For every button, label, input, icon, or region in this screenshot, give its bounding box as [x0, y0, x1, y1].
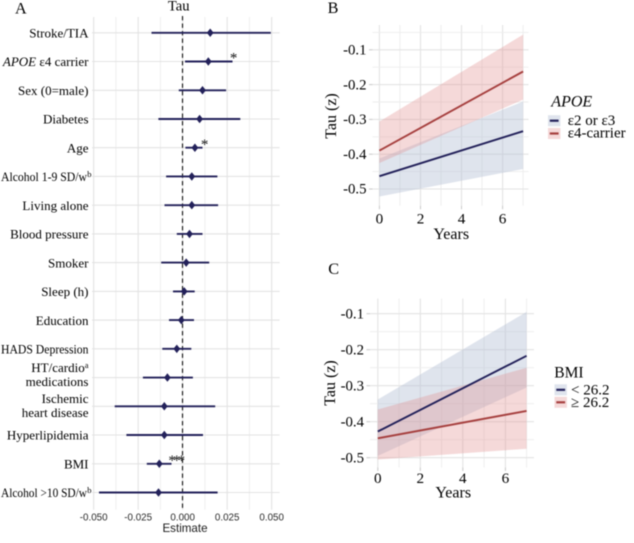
- svg-text:C: C: [328, 260, 339, 278]
- svg-text:Blood pressure: Blood pressure: [10, 227, 89, 242]
- svg-text:6: 6: [502, 470, 510, 487]
- svg-text:2: 2: [417, 470, 425, 487]
- svg-text:*: *: [201, 137, 209, 153]
- svg-text:Alcohol >10 SD/w: Alcohol >10 SD/w: [1, 485, 88, 500]
- svg-text:Ischemic: Ischemic: [42, 391, 89, 406]
- svg-text:***: ***: [168, 453, 184, 469]
- svg-text:APOE ε4 carrier: APOE ε4 carrier: [2, 54, 89, 69]
- svg-text:-0.1: -0.1: [341, 306, 364, 322]
- svg-text:-0.4: -0.4: [341, 414, 365, 430]
- svg-text:-0.4: -0.4: [343, 147, 367, 163]
- svg-text:Tau (z): Tau (z): [323, 93, 340, 139]
- svg-text:-0.050: -0.050: [80, 512, 108, 523]
- svg-text:B: B: [328, 0, 339, 17]
- svg-text:-0.3: -0.3: [343, 112, 366, 128]
- svg-text:6: 6: [499, 211, 507, 228]
- svg-text:-0.2: -0.2: [341, 342, 364, 358]
- svg-text:BMI: BMI: [64, 456, 89, 471]
- svg-text:Tau: Tau: [168, 0, 190, 14]
- svg-text:Hyperlipidemia: Hyperlipidemia: [7, 428, 89, 443]
- svg-text:< 26.2: < 26.2: [571, 382, 609, 398]
- svg-text:Years: Years: [435, 485, 471, 502]
- svg-text:Tau (z): Tau (z): [322, 360, 339, 406]
- svg-text:HT/cardioa: HT/cardioa: [31, 360, 88, 375]
- svg-text:4: 4: [459, 470, 467, 487]
- svg-text:medications: medications: [26, 374, 89, 389]
- svg-text:Smoker: Smoker: [48, 255, 89, 270]
- svg-text:ε4-carrier: ε4-carrier: [568, 126, 626, 142]
- svg-text:-0.2: -0.2: [343, 77, 366, 93]
- svg-text:-0.5: -0.5: [343, 182, 366, 198]
- svg-text:0: 0: [374, 470, 382, 487]
- svg-text:Diabetes: Diabetes: [43, 112, 88, 127]
- svg-text:b: b: [87, 485, 91, 495]
- svg-text:Years: Years: [433, 226, 469, 243]
- svg-text:Alcohol 1-9 SD/w: Alcohol 1-9 SD/w: [1, 169, 88, 184]
- svg-text:≥ 26.2: ≥ 26.2: [571, 395, 609, 411]
- svg-text:0.025: 0.025: [215, 512, 240, 523]
- svg-text:-0.025: -0.025: [124, 512, 152, 523]
- svg-text:BMI: BMI: [554, 364, 583, 381]
- svg-text:2: 2: [417, 211, 425, 228]
- svg-text:*: *: [230, 51, 238, 67]
- svg-text:Education: Education: [36, 313, 89, 328]
- svg-text:HADS Depression: HADS Depression: [1, 342, 89, 357]
- svg-text:-0.3: -0.3: [341, 378, 364, 394]
- svg-text:A: A: [15, 0, 27, 17]
- svg-text:Sex (0=male): Sex (0=male): [18, 83, 89, 98]
- svg-text:Stroke/TIA: Stroke/TIA: [29, 26, 89, 41]
- svg-text:heart disease: heart disease: [22, 405, 89, 420]
- svg-text:4: 4: [458, 211, 466, 228]
- svg-text:-0.5: -0.5: [341, 450, 364, 466]
- svg-text:0.000: 0.000: [170, 512, 195, 523]
- svg-text:Sleep (h): Sleep (h): [41, 284, 88, 299]
- svg-text:0: 0: [376, 211, 384, 228]
- svg-text:0.050: 0.050: [259, 512, 284, 523]
- svg-text:Estimate: Estimate: [162, 522, 207, 535]
- svg-text:Age: Age: [67, 140, 89, 155]
- svg-text:ε2 or ε3: ε2 or ε3: [568, 113, 616, 129]
- svg-text:b: b: [87, 169, 91, 179]
- svg-text:-0.1: -0.1: [343, 43, 366, 59]
- svg-text:Living alone: Living alone: [22, 198, 88, 213]
- svg-text:APOE: APOE: [550, 94, 592, 111]
